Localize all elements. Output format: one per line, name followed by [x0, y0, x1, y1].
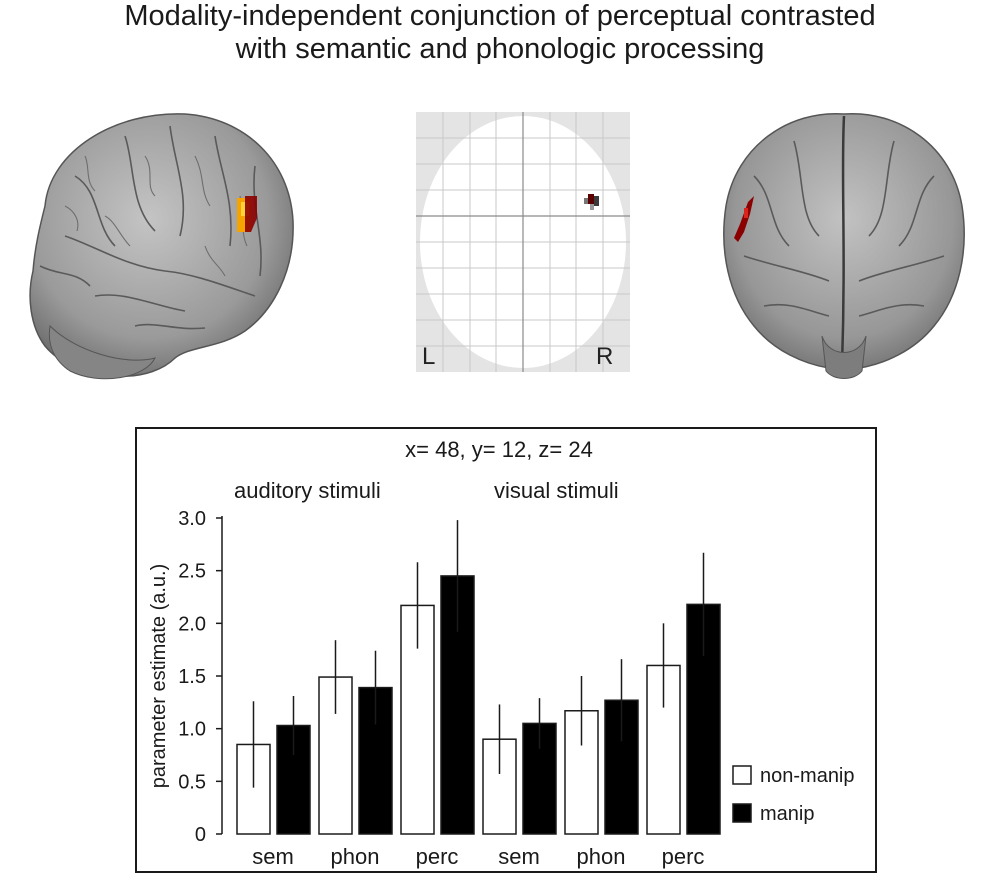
frontal-sulci — [743, 140, 945, 317]
brain-hemisphere-shape — [29, 113, 294, 377]
y-axis-ticks: 0 0.5 1.0 1.5 2.0 2.5 3.0 — [178, 508, 222, 846]
glass-brain-left-label: L — [422, 343, 435, 370]
activation-streak — [734, 196, 754, 242]
glass-brain-right-label: R — [596, 343, 613, 370]
legend-swatch-manip — [732, 803, 752, 823]
y-tick-label: 2.5 — [178, 561, 206, 583]
x-tick-label: sem — [498, 844, 540, 869]
legend: non-manip manip — [732, 765, 855, 825]
title-line-1: Modality-independent conjunction of perc… — [124, 0, 876, 32]
chart-title: x= 48, y= 12, z= 24 — [405, 437, 593, 462]
x-tick-label: phon — [577, 844, 626, 869]
title-line-2: with semantic and phonologic processing — [235, 33, 765, 65]
y-tick-label: 0.5 — [178, 771, 206, 793]
bars — [236, 520, 721, 835]
legend-swatch-non-manip — [732, 765, 752, 785]
y-tick-label: 1.0 — [178, 719, 206, 741]
x-tick-label: perc — [662, 844, 705, 869]
y-tick-label: 1.5 — [178, 666, 206, 688]
frontal-brain-render — [723, 112, 965, 379]
y-tick-label: 0 — [195, 824, 206, 846]
group-label-visual: visual stimuli — [494, 478, 619, 503]
y-tick-label: 3.0 — [178, 508, 206, 530]
figure-title: Modality-independent conjunction of perc… — [0, 0, 1000, 66]
brain-sulci — [39, 125, 262, 330]
x-tick-label: sem — [252, 844, 294, 869]
x-tick-label: phon — [331, 844, 380, 869]
y-axis-label: parameter estimate (a.u.) — [148, 564, 170, 789]
cerebellum-shape — [48, 324, 156, 380]
glass-brain-activation — [584, 194, 599, 210]
x-tick-labels: sem phon perc sem phon perc — [252, 844, 704, 869]
legend-label-manip: manip — [760, 803, 814, 825]
group-label-auditory: auditory stimuli — [234, 478, 381, 503]
interhemispheric-fissure — [840, 115, 846, 367]
glass-brain-axial: L R — [416, 112, 630, 372]
y-tick-label: 2.0 — [178, 613, 206, 635]
lateral-brain-render — [29, 113, 294, 380]
bar-chart-panel: x= 48, y= 12, z= 24 auditory stimuli vis… — [135, 427, 877, 873]
activation-core-front — [744, 208, 748, 218]
activation-blob-dark — [245, 196, 257, 232]
legend-label-non-manip: non-manip — [760, 765, 855, 787]
brainstem-shape — [821, 335, 867, 379]
x-tick-label: perc — [416, 844, 459, 869]
